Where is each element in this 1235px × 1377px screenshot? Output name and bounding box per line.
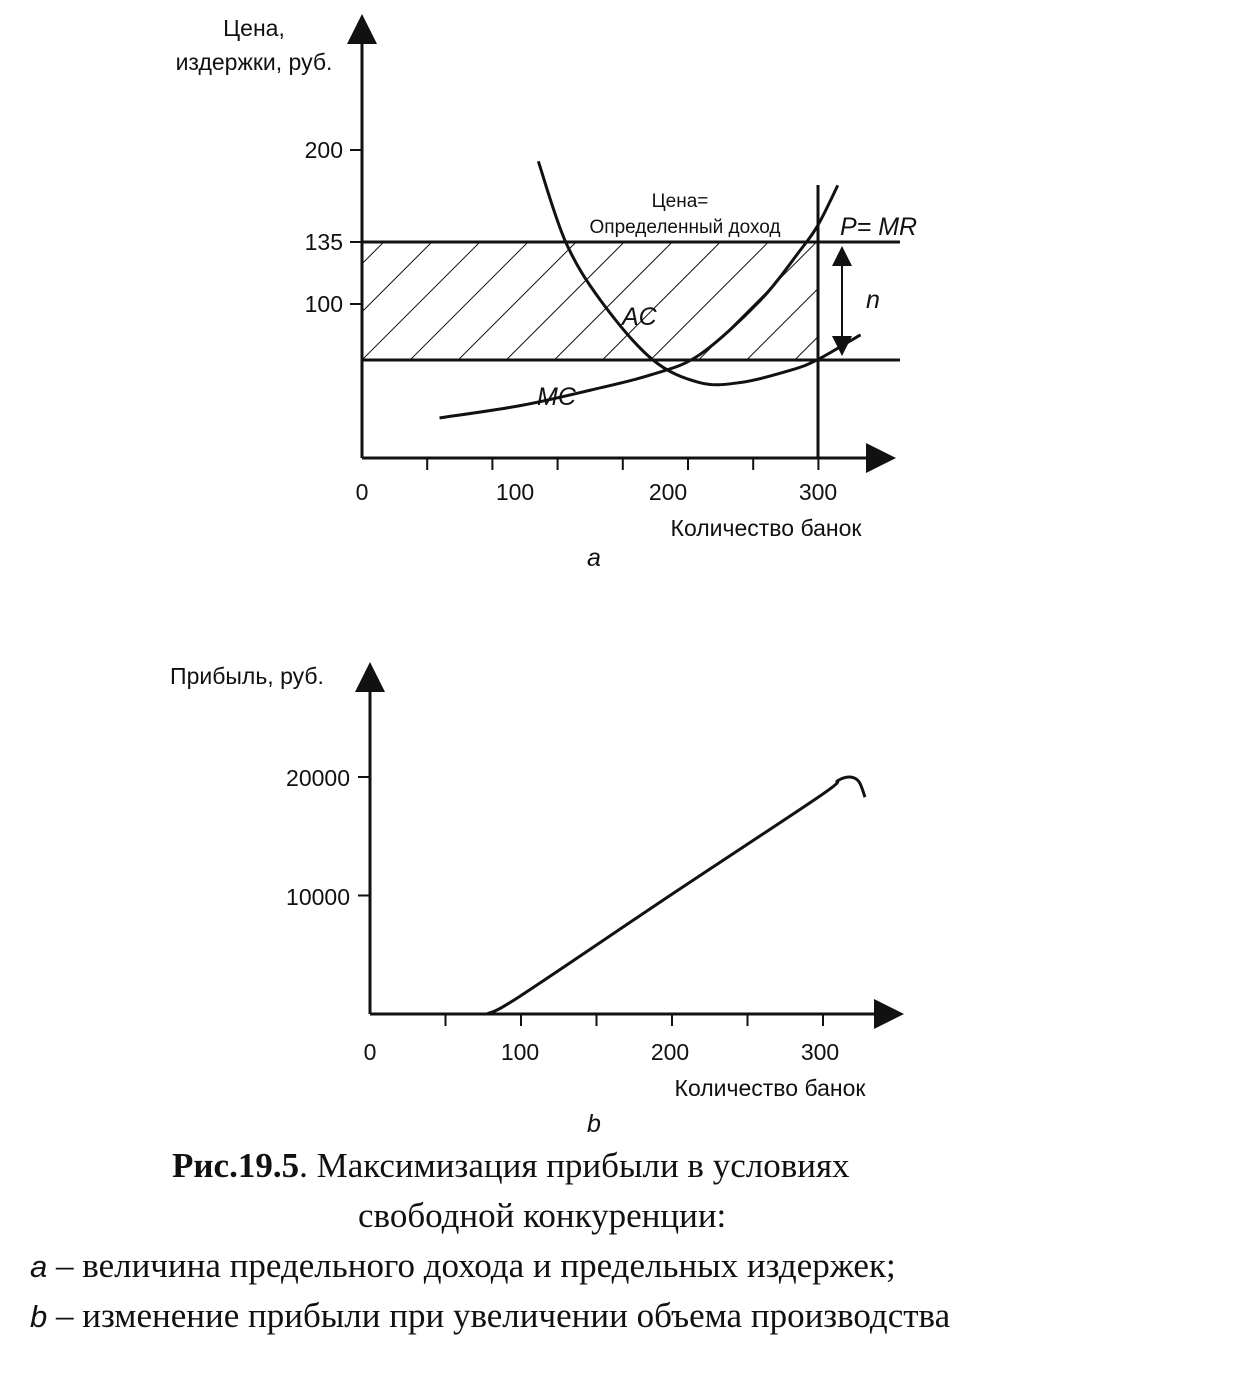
chart-a: Цена, издержки, руб. 200 135 100 0 100 2… [176,14,917,572]
y-tick-label: 135 [305,229,343,255]
x-axis-label: Количество банок [671,515,863,541]
caption-letter-b: b [30,1299,48,1334]
x-tick-label: 200 [651,1039,689,1065]
y-axis-label-line1: Цена, [223,15,285,41]
caption-a-text: – величина предельного дохода и предельн… [47,1246,896,1285]
x-tick-label: 300 [801,1039,839,1065]
profit-label: n [866,286,880,314]
chart-b: Прибыль, руб. 20000 10000 0 100 200 300 … [170,662,904,1138]
price-label-line2: Определенный доход [590,217,781,238]
panel-label-a: a [587,544,601,572]
profit-area-hatch [362,242,818,360]
caption-line3: a – величина предельного дохода и предел… [30,1246,896,1286]
y-axis-label-line2: издержки, руб. [176,49,333,75]
x-tick-label: 0 [364,1039,377,1065]
x-tick-label: 300 [799,479,837,505]
panel-label-b: b [587,1110,601,1138]
mc-curve [439,184,840,420]
caption-line1: Рис.19.5. Максимизация прибыли в условия… [172,1146,850,1186]
x-axis-label: Количество банок [675,1075,867,1101]
x-tick-label: 100 [501,1039,539,1065]
price-label-line1: Цена= [652,191,709,212]
x-tick-label: 0 [356,479,369,505]
y-axis-label: Прибыль, руб. [170,663,324,689]
p-mr-label: P= MR [840,213,917,241]
ac-curve [536,160,862,387]
caption-b-text: – изменение прибыли при увеличении объем… [47,1296,951,1335]
y-tick-label: 200 [305,137,343,163]
ac-curve-label: AC [620,303,658,331]
x-tick-label: 200 [649,479,687,505]
y-tick-label: 20000 [286,765,350,791]
caption-line4: b – изменение прибыли при увеличении объ… [30,1296,950,1336]
mc-curve-label: MC [537,383,577,411]
y-tick-label: 100 [305,291,343,317]
caption-title: . Максимизация прибыли в условиях [299,1146,850,1185]
figure-number: Рис.19.5 [172,1146,300,1185]
profit-curve [486,775,867,1016]
caption-line2: свободной конкуренции: [358,1196,727,1235]
caption-letter-a: a [30,1249,48,1284]
y-tick-label: 10000 [286,884,350,910]
x-tick-label: 100 [496,479,534,505]
